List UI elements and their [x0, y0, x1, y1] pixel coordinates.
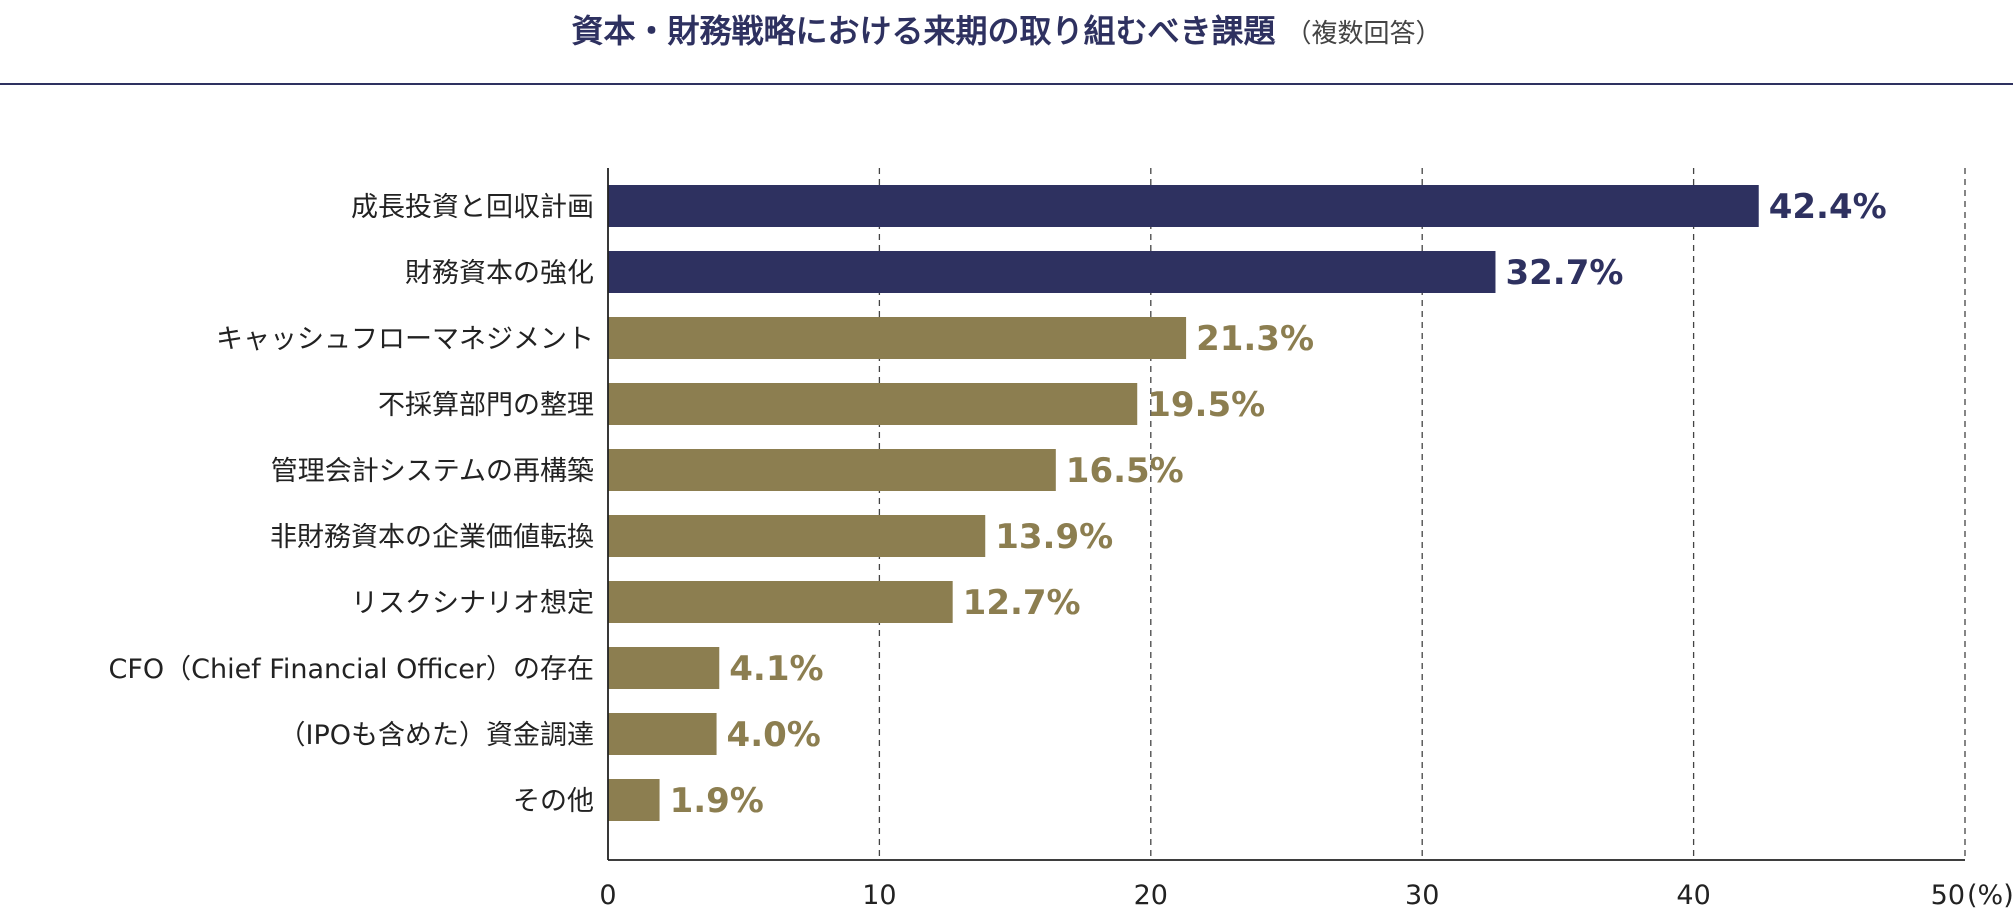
value-label-1: 42.4%: [1769, 187, 1887, 227]
category-label-3: キャッシュフローマネジメント: [216, 324, 594, 355]
x-tick-label-10: 10: [862, 880, 896, 910]
bar-1: [608, 185, 1759, 227]
category-label-1: 成長投資と回収計画: [351, 192, 594, 223]
category-label-7: リスクシナリオ想定: [351, 588, 594, 619]
x-axis-unit-label: (%): [1967, 880, 2013, 910]
chart-title: 資本・財務戦略における来期の取り組むべき課題 （複数回答）: [0, 6, 2013, 52]
x-tick-label-40: 40: [1676, 880, 1710, 910]
category-label-4: 不採算部門の整理: [378, 390, 594, 421]
bar-4: [608, 383, 1138, 425]
x-tick-label-20: 20: [1134, 880, 1168, 910]
value-label-7: 12.7%: [963, 583, 1081, 623]
category-label-9: （IPOも含めた）資金調達: [279, 720, 595, 751]
chart-title-main: 資本・財務戦略における来期の取り組むべき課題: [571, 12, 1276, 50]
value-label-6: 13.9%: [995, 517, 1113, 557]
bar-3: [608, 317, 1187, 359]
bar-2: [608, 251, 1496, 293]
value-label-2: 32.7%: [1505, 253, 1623, 293]
chart-subtitle: （複数回答）: [1285, 19, 1442, 49]
category-label-5: 管理会計システムの再構築: [271, 456, 594, 487]
x-tick-label-0: 0: [599, 880, 616, 910]
x-tick-label-50: 50: [1931, 880, 1965, 910]
value-label-3: 21.3%: [1196, 319, 1314, 359]
category-label-6: 非財務資本の企業価値転換: [270, 522, 594, 553]
title-divider: [0, 83, 2013, 85]
value-label-10: 1.9%: [670, 781, 764, 821]
bar-10: [608, 779, 660, 821]
category-label-8: CFO（Chief Financial Officer）の存在: [108, 654, 594, 685]
bar-6: [608, 515, 986, 557]
category-label-2: 財務資本の強化: [405, 258, 594, 289]
category-label-10: その他: [513, 786, 594, 817]
bar-9: [608, 713, 717, 755]
value-label-4: 19.5%: [1147, 385, 1265, 425]
value-label-9: 4.0%: [727, 715, 821, 755]
bar-5: [608, 449, 1056, 491]
value-label-5: 16.5%: [1066, 451, 1184, 491]
value-label-8: 4.1%: [729, 649, 823, 689]
bar-7: [608, 581, 953, 623]
bar-8: [608, 647, 720, 689]
x-tick-label-30: 30: [1405, 880, 1439, 910]
